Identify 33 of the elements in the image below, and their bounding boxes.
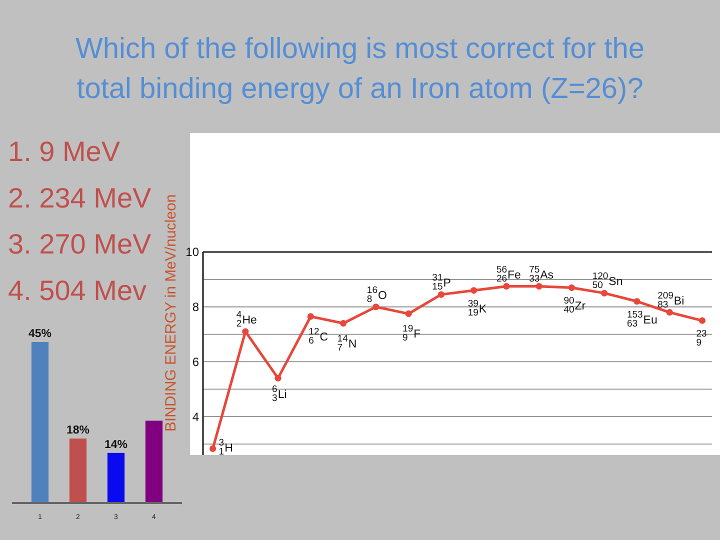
point: [666, 309, 673, 316]
point: [340, 320, 347, 327]
point: [698, 317, 706, 324]
y-axis-title: BINDING ENERGY in MeV/nucleon: [162, 194, 180, 432]
text: 1. 9 MeV: [8, 136, 120, 167]
point: [274, 374, 282, 382]
point: [536, 282, 542, 290]
text: 2. 234 MeV: [8, 182, 152, 214]
point: [307, 313, 314, 320]
point: [405, 310, 412, 318]
bar: [145, 420, 163, 503]
data-label: 18%: [66, 424, 90, 437]
point: [470, 287, 478, 294]
y-tick-label: 4: [192, 410, 200, 424]
bar: [69, 438, 87, 503]
text: 4. 504 Mev: [8, 274, 147, 306]
bar: [107, 452, 125, 503]
point: [601, 290, 608, 296]
y-tick-label: 8: [192, 300, 200, 314]
data-label: 45%: [28, 328, 52, 340]
data-label: 14%: [104, 438, 128, 451]
point: [372, 304, 380, 310]
point: [634, 298, 640, 305]
y-tick-label: 10: [186, 245, 200, 260]
text: Which of the following is most correct for the total binding energy of an Iron atom (Z=26)?: [76, 33, 644, 105]
point: [209, 445, 216, 452]
y-tick-label: 6: [192, 354, 200, 369]
point: [503, 282, 510, 290]
point: [242, 328, 249, 335]
bar: [31, 342, 49, 503]
point: [568, 284, 575, 291]
point: [438, 291, 444, 298]
text: 3. 270 MeV: [8, 228, 152, 260]
